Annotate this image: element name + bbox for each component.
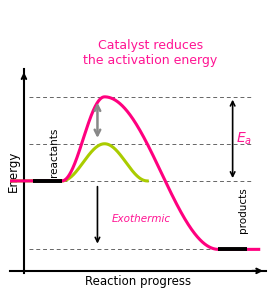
X-axis label: Reaction progress: Reaction progress bbox=[85, 275, 191, 288]
Y-axis label: Energy: Energy bbox=[7, 150, 20, 192]
Text: Exothermic: Exothermic bbox=[112, 214, 171, 224]
Text: reactants: reactants bbox=[49, 128, 59, 177]
Text: products: products bbox=[238, 187, 248, 233]
Text: $E_a$: $E_a$ bbox=[236, 131, 252, 147]
Text: Catalyst reduces
the activation energy: Catalyst reduces the activation energy bbox=[83, 39, 218, 67]
